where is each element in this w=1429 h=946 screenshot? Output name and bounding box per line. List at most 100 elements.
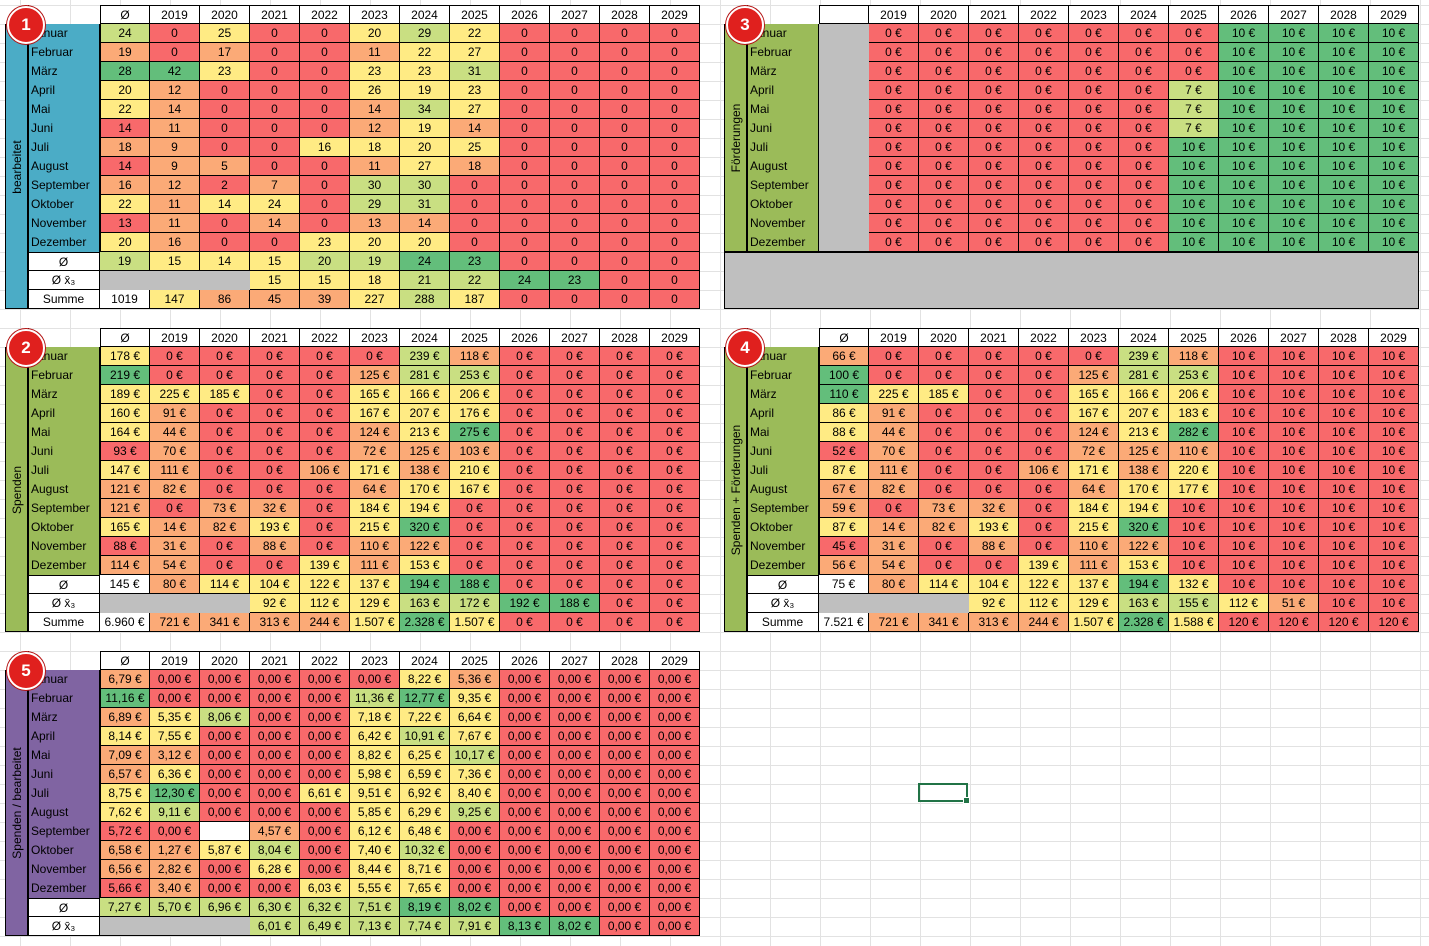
avg3-cell[interactable]: 7,13 € [350,917,400,936]
value-cell[interactable]: 165 € [1069,385,1119,404]
value-cell[interactable]: 0 € [1069,81,1119,100]
header-avg[interactable]: Ø [100,5,150,24]
sum-cell[interactable]: 0 [550,290,600,309]
value-cell[interactable]: 0 € [1169,43,1219,62]
month-avg-cell[interactable]: 6,57 € [100,765,150,784]
value-cell[interactable]: 106 € [1019,461,1069,480]
avg3-cell[interactable]: 6,01 € [250,917,300,936]
value-cell[interactable]: 0 € [500,347,550,366]
avg-cell[interactable]: 75 € [819,575,869,594]
value-cell[interactable]: 3,12 € [150,746,200,765]
value-cell[interactable]: 0 € [919,537,969,556]
value-cell[interactable]: 0 € [919,100,969,119]
value-cell[interactable]: 0 [600,157,650,176]
month-avg-cell[interactable]: 67 € [819,480,869,499]
avg-cell[interactable]: 122 € [300,575,350,594]
value-cell[interactable]: 0,00 € [600,727,650,746]
value-cell[interactable]: 10 € [1219,442,1269,461]
avg-cell[interactable]: 137 € [1069,575,1119,594]
value-cell[interactable]: 10 € [1219,138,1269,157]
value-cell[interactable]: 18 [350,138,400,157]
value-cell[interactable]: 10 € [1219,556,1269,575]
value-cell[interactable]: 0 € [969,157,1019,176]
avg-cell[interactable]: 114 € [919,575,969,594]
value-cell[interactable]: 0,00 € [300,727,350,746]
value-cell[interactable]: 0 [450,233,500,252]
value-cell[interactable]: 139 € [300,556,350,575]
value-cell[interactable]: 10 € [1269,366,1319,385]
value-cell[interactable]: 5,85 € [350,803,400,822]
avg3-cell[interactable]: 188 € [550,594,600,613]
sum-cell[interactable]: 45 [250,290,300,309]
value-cell[interactable]: 10 € [1369,157,1419,176]
value-cell[interactable]: 0 € [969,404,1019,423]
value-cell[interactable]: 0 € [200,404,250,423]
value-cell[interactable]: 225 € [869,385,919,404]
value-cell[interactable]: 0 € [1119,195,1169,214]
month-label[interactable]: November [28,537,100,556]
value-cell[interactable]: 0 € [1019,43,1069,62]
value-cell[interactable]: 0 € [1069,100,1119,119]
avg3-cell[interactable]: 22 [450,271,500,290]
value-cell[interactable]: 10 € [1219,157,1269,176]
value-cell[interactable]: 0 € [869,176,919,195]
value-cell[interactable]: 0 [300,43,350,62]
month-avg-cell[interactable]: 100 € [819,366,869,385]
value-cell[interactable]: 0 € [150,366,200,385]
value-cell[interactable]: 122 € [400,537,450,556]
value-cell[interactable]: 0 [550,119,600,138]
value-cell[interactable]: 23 [400,62,450,81]
value-cell[interactable]: 10 € [1219,233,1269,252]
value-cell[interactable]: 10 € [1369,62,1419,81]
value-cell[interactable]: 11 [150,195,200,214]
header-year-2027[interactable]: 2027 [550,5,600,24]
value-cell[interactable]: 32 € [969,499,1019,518]
value-cell[interactable]: 0 € [300,442,350,461]
header-year-2029[interactable]: 2029 [650,5,700,24]
value-cell[interactable]: 0 € [550,518,600,537]
month-label[interactable]: Dezember [28,556,100,575]
month-label[interactable]: Dezember [28,233,100,252]
value-cell[interactable] [200,822,250,841]
value-cell[interactable]: 0 € [650,461,700,480]
value-cell[interactable]: 0 [600,100,650,119]
value-cell[interactable]: 14 [400,214,450,233]
value-cell[interactable]: 6,29 € [400,803,450,822]
value-cell[interactable]: 24 [250,195,300,214]
value-cell[interactable]: 0 [300,214,350,233]
value-cell[interactable]: 7 € [1169,119,1219,138]
value-cell[interactable]: 0,00 € [500,803,550,822]
month-label[interactable]: Juli [28,461,100,480]
avg3-cell[interactable]: 155 € [1169,594,1219,613]
value-cell[interactable]: 0 € [1119,62,1169,81]
value-cell[interactable]: 0 [450,195,500,214]
value-cell[interactable]: 0 € [919,423,969,442]
value-cell[interactable]: 14 [350,100,400,119]
value-cell[interactable]: 10 € [1319,347,1369,366]
value-cell[interactable]: 13 [350,214,400,233]
value-cell[interactable]: 176 € [450,404,500,423]
value-cell[interactable]: 167 € [450,480,500,499]
value-cell[interactable]: 10 € [1369,119,1419,138]
value-cell[interactable]: 0 [500,176,550,195]
value-cell[interactable]: 0 € [550,423,600,442]
value-cell[interactable]: 0 € [300,537,350,556]
value-cell[interactable]: 138 € [1119,461,1169,480]
value-cell[interactable]: 11,36 € [350,689,400,708]
header-year-2026[interactable]: 2026 [1219,5,1269,24]
avg-cell[interactable]: 194 € [1119,575,1169,594]
month-label[interactable]: März [747,62,819,81]
value-cell[interactable]: 0 € [869,233,919,252]
value-cell[interactable]: 0 € [200,556,250,575]
value-cell[interactable]: 0 € [969,556,1019,575]
value-cell[interactable]: 0 € [1019,480,1069,499]
avg-cell[interactable]: 10 € [1219,575,1269,594]
value-cell[interactable]: 6,36 € [150,765,200,784]
value-cell[interactable]: 0 [550,176,600,195]
avg-cell[interactable]: 0 [550,252,600,271]
value-cell[interactable]: 0 € [200,442,250,461]
value-cell[interactable]: 10 € [1269,119,1319,138]
value-cell[interactable]: 0 € [650,499,700,518]
value-cell[interactable]: 0 € [1119,43,1169,62]
value-cell[interactable]: 10 € [1319,461,1369,480]
